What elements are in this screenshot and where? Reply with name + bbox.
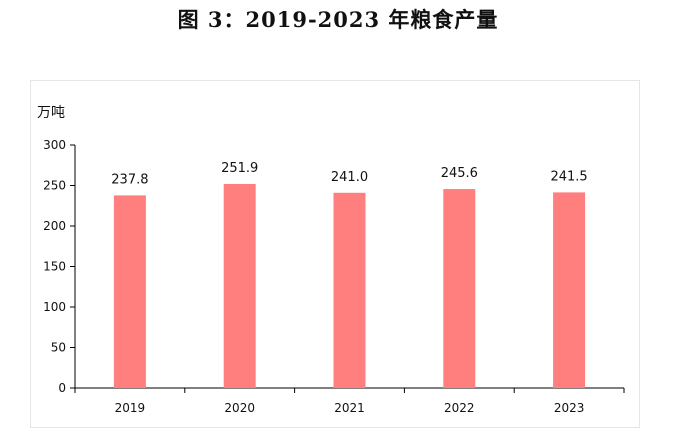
bar-2020 [223, 183, 256, 388]
data-label-2023: 241.5 [550, 169, 587, 184]
chart-title: 图 3：2019-2023 年粮食产量 [177, 7, 499, 32]
bar-2022 [443, 189, 476, 388]
y-tick-label: 200 [43, 219, 66, 233]
bars [113, 183, 586, 388]
data-label-2022: 245.6 [441, 166, 478, 181]
bar-2023 [553, 192, 586, 388]
y-tick-label: 150 [43, 260, 66, 274]
y-tick-label: 0 [58, 381, 66, 395]
y-tick-label: 300 [43, 138, 66, 152]
x-tick-label-2023: 2023 [554, 401, 585, 415]
data-label-2021: 241.0 [331, 170, 368, 185]
y-tick-label: 250 [43, 179, 66, 193]
data-label-2019: 237.8 [111, 172, 148, 187]
y-axis-unit-label: 万吨 [37, 105, 65, 121]
plot-frame [30, 80, 640, 428]
bar-2021 [333, 192, 366, 388]
y-tick-label: 100 [43, 300, 66, 314]
x-tick-label-2022: 2022 [444, 401, 475, 415]
axes: 0 50 100 150 200 250 300 2019 2020 2021 2022 2023 [43, 138, 625, 415]
x-tick-label-2021: 2021 [334, 401, 365, 415]
x-tick-label-2019: 2019 [115, 401, 146, 415]
bar-2019 [113, 195, 146, 388]
data-labels: 237.8 251.9 241.0 245.6 241.5 [111, 161, 587, 187]
y-tick-label: 50 [51, 341, 66, 355]
x-tick-label-2020: 2020 [224, 401, 255, 415]
data-label-2020: 251.9 [221, 161, 258, 176]
